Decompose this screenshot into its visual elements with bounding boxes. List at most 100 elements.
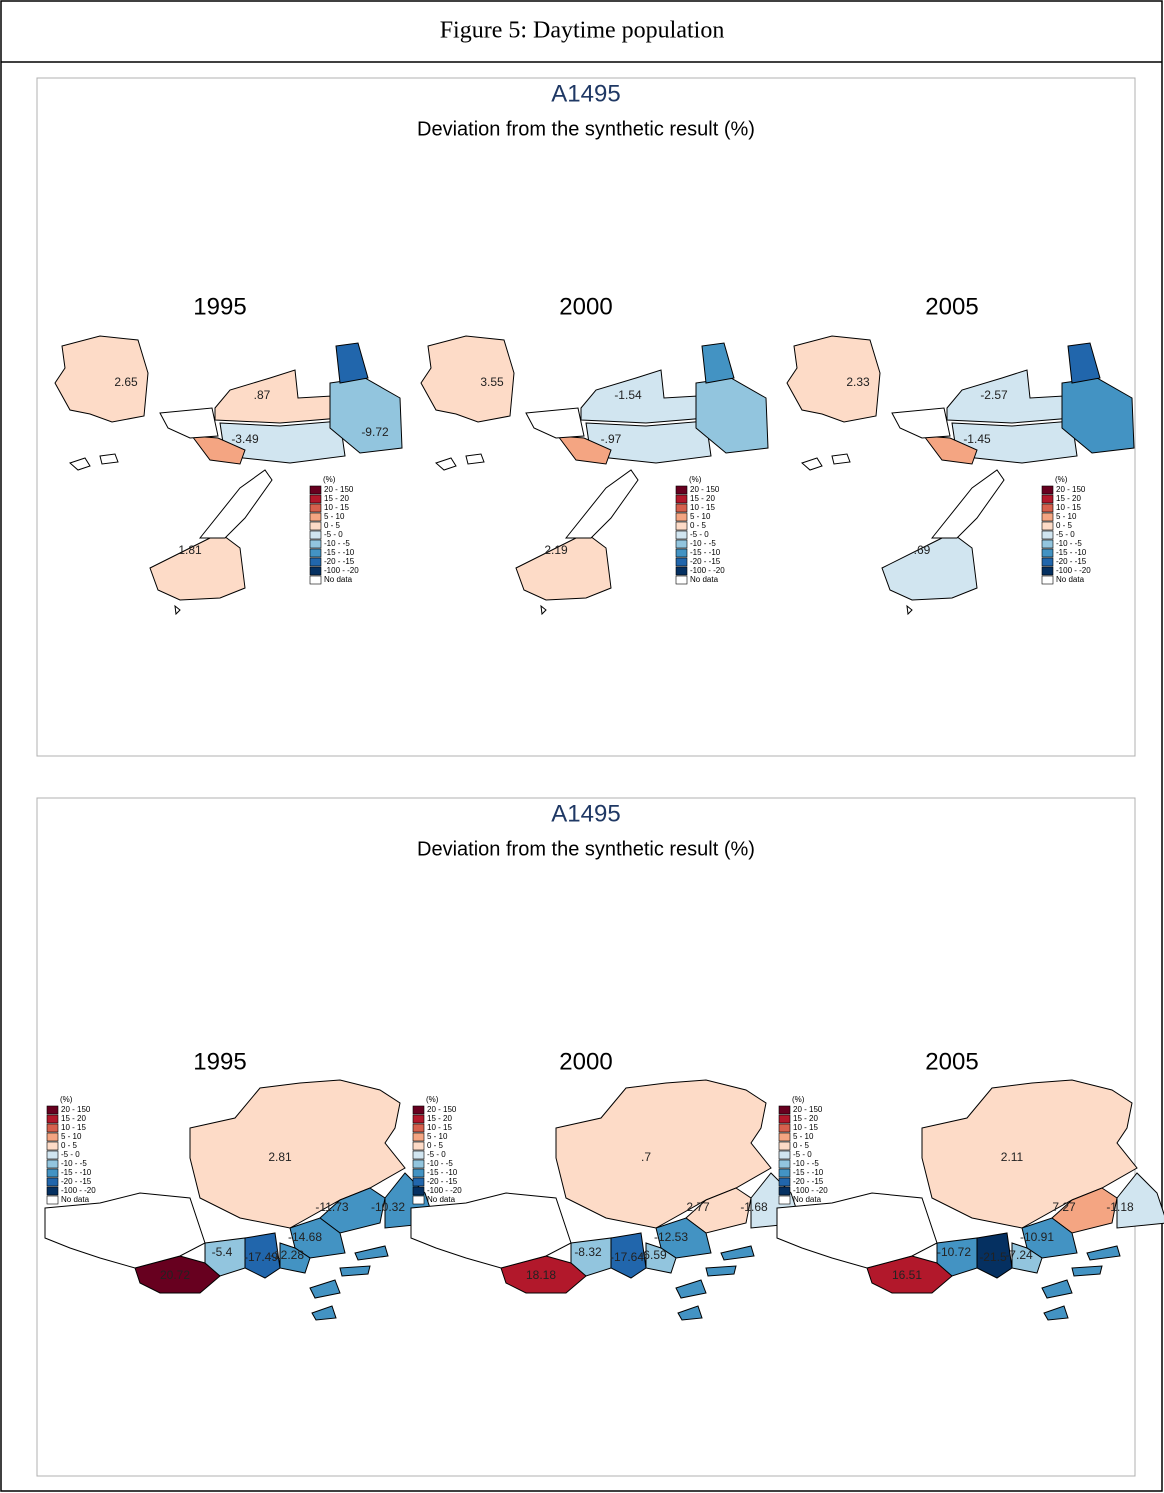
region-label: 18.18 xyxy=(526,1268,556,1282)
region-label: -17.64 xyxy=(610,1250,644,1264)
region-label: 7.27 xyxy=(1052,1200,1076,1214)
legend-label: No data xyxy=(1056,575,1085,584)
legend-swatch xyxy=(309,503,322,513)
legend-label: 20 - 150 xyxy=(690,485,720,494)
legend-label: -20 - -15 xyxy=(61,1177,92,1186)
legend-swatch xyxy=(778,1123,791,1133)
legend-label: 15 - 20 xyxy=(427,1114,452,1123)
legend-label: -5 - 0 xyxy=(61,1150,80,1159)
region-label: 20.72 xyxy=(160,1268,190,1282)
island xyxy=(801,457,823,471)
island xyxy=(906,604,913,616)
legend-swatch xyxy=(778,1168,791,1178)
legend-label: 20 - 150 xyxy=(1056,485,1086,494)
region xyxy=(279,1242,311,1274)
region xyxy=(1116,1172,1164,1229)
legend-label: -15 - -10 xyxy=(61,1168,92,1177)
legend-swatch xyxy=(778,1177,791,1187)
legend-swatch xyxy=(1041,485,1054,495)
legend-swatch xyxy=(412,1141,425,1151)
panel-title: A1495 xyxy=(551,80,620,107)
region-label: -11.73 xyxy=(315,1200,348,1214)
legend-swatch xyxy=(46,1159,59,1169)
region-label: 1.81 xyxy=(178,543,202,557)
legend-swatch xyxy=(412,1186,425,1196)
legend-label: -10 - -5 xyxy=(793,1159,819,1168)
legend-label: 5 - 10 xyxy=(324,512,345,521)
legend-swatch xyxy=(675,539,688,549)
region-label: .7 xyxy=(641,1150,651,1164)
legend-swatch xyxy=(778,1132,791,1142)
island xyxy=(69,457,91,471)
legend-swatch xyxy=(309,512,322,522)
island xyxy=(1041,1279,1073,1299)
region xyxy=(525,407,585,439)
legend-swatch xyxy=(46,1150,59,1160)
region-label: 2.77 xyxy=(686,1200,710,1214)
legend-swatch xyxy=(778,1195,791,1205)
legend-label: -20 - -15 xyxy=(324,557,355,566)
legend-swatch xyxy=(675,548,688,558)
region xyxy=(866,1255,953,1294)
legend-swatch xyxy=(675,530,688,540)
region xyxy=(1067,342,1101,384)
legend-label: 20 - 150 xyxy=(324,485,354,494)
region-label: -10.72 xyxy=(937,1245,971,1259)
legend-swatch xyxy=(1041,539,1054,549)
legend-swatch xyxy=(778,1114,791,1124)
region xyxy=(1011,1242,1043,1274)
legend-swatch xyxy=(1041,548,1054,558)
figure-title: Figure 5: Daytime population xyxy=(440,18,725,44)
region-label: -1.45 xyxy=(963,432,991,446)
legend-label: -15 - -10 xyxy=(690,548,721,557)
legend-title: (%) xyxy=(792,1095,805,1104)
region-label: -10.32 xyxy=(371,1200,405,1214)
region-label: 2.33 xyxy=(846,375,870,389)
legend-label: -15 - -10 xyxy=(324,548,355,557)
legend-label: -15 - -10 xyxy=(793,1168,824,1177)
legend-label: No data xyxy=(690,575,719,584)
legend-swatch xyxy=(778,1159,791,1169)
region xyxy=(500,1255,587,1294)
region xyxy=(410,1192,572,1269)
region-label: -5.4 xyxy=(212,1245,233,1259)
island xyxy=(1086,1245,1121,1261)
region xyxy=(786,335,881,423)
legend-label: -5 - 0 xyxy=(690,530,709,539)
legend-swatch xyxy=(412,1177,425,1187)
legend-label: 20 - 150 xyxy=(427,1105,457,1114)
legend-label: -10 - -5 xyxy=(1056,539,1082,548)
legend-label: 0 - 5 xyxy=(1056,521,1073,530)
region-label: 16.51 xyxy=(892,1268,922,1282)
region xyxy=(44,1192,206,1269)
island xyxy=(339,1265,371,1277)
map-year: 2000 xyxy=(559,1048,612,1075)
legend-swatch xyxy=(412,1132,425,1142)
legend-swatch xyxy=(675,494,688,504)
region xyxy=(335,342,369,384)
region xyxy=(881,532,978,601)
region-label: 2.81 xyxy=(268,1150,292,1164)
legend-swatch xyxy=(1041,575,1054,585)
region-label: .69 xyxy=(914,543,931,557)
legend-label: -20 - -15 xyxy=(427,1177,458,1186)
region xyxy=(515,532,612,601)
island xyxy=(675,1279,707,1299)
island xyxy=(354,1245,389,1261)
region xyxy=(420,335,515,423)
legend-label: -5 - 0 xyxy=(427,1150,446,1159)
legend-swatch xyxy=(46,1123,59,1133)
island xyxy=(465,453,485,465)
legend-label: -100 - -20 xyxy=(690,566,725,575)
map-year: 1995 xyxy=(193,1048,246,1075)
region xyxy=(580,369,707,424)
region xyxy=(701,342,735,384)
island xyxy=(705,1265,737,1277)
region-label: -3.49 xyxy=(231,432,259,446)
legend-label: -100 - -20 xyxy=(1056,566,1091,575)
legend-label: -10 - -5 xyxy=(61,1159,87,1168)
region-label: -12.28 xyxy=(270,1248,304,1262)
legend-label: 0 - 5 xyxy=(61,1141,78,1150)
legend-swatch xyxy=(412,1168,425,1178)
